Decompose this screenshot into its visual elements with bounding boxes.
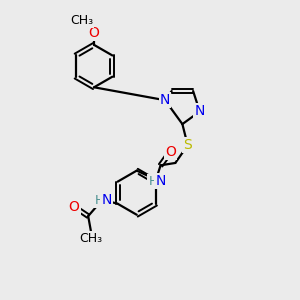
Text: H: H [148,175,158,188]
Text: CH₃: CH₃ [70,14,93,27]
Text: N: N [160,93,170,107]
Text: S: S [183,138,192,152]
Text: CH₃: CH₃ [80,232,103,245]
Text: O: O [165,146,176,159]
Text: O: O [69,200,80,214]
Text: N: N [101,193,112,207]
Text: N: N [155,174,166,188]
Text: H: H [94,194,104,207]
Text: N: N [195,104,205,118]
Text: O: O [88,26,100,40]
